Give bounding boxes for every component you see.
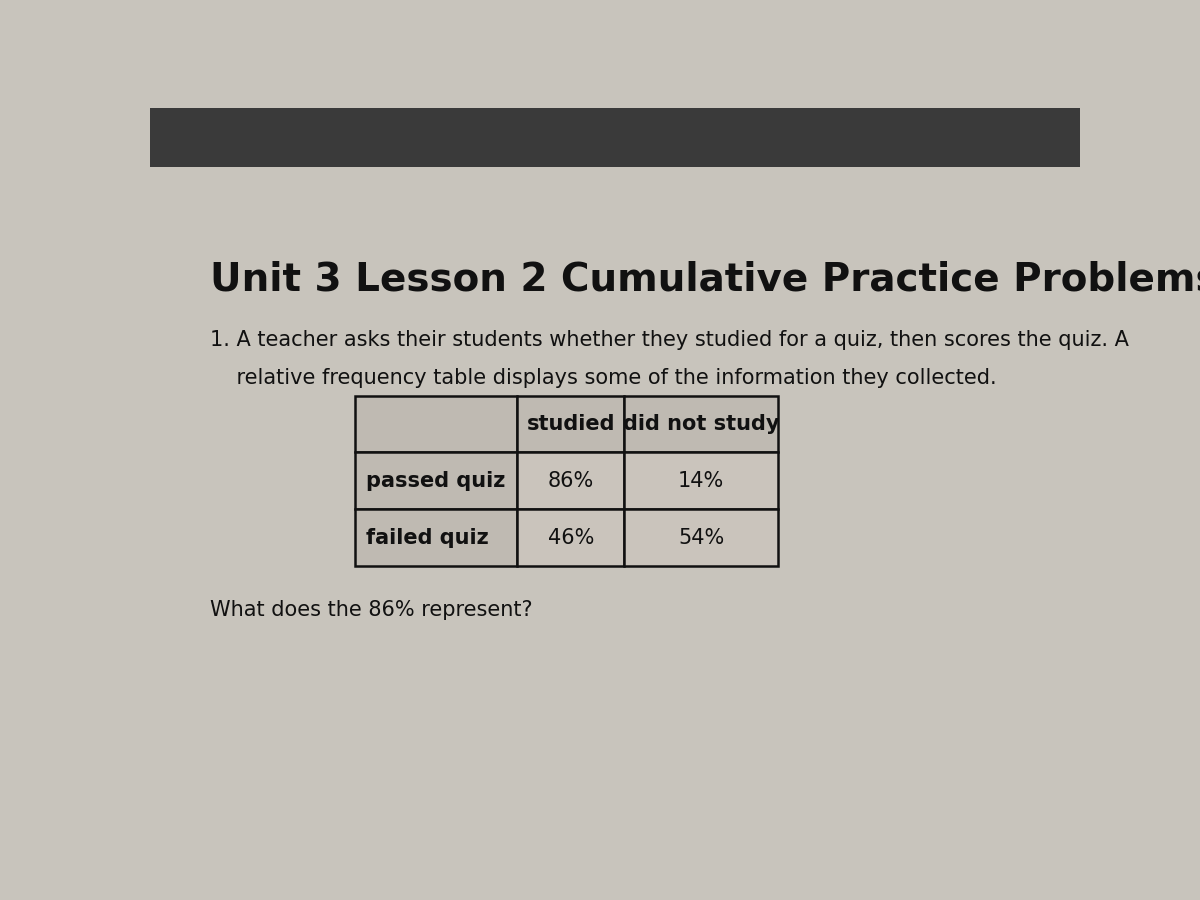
Text: 54%: 54% xyxy=(678,527,724,548)
Text: passed quiz: passed quiz xyxy=(366,471,505,491)
Bar xyxy=(355,396,517,453)
Text: What does the 86% represent?: What does the 86% represent? xyxy=(210,600,533,620)
Text: 46%: 46% xyxy=(547,527,594,548)
Bar xyxy=(624,453,778,509)
Bar xyxy=(517,453,624,509)
Text: 1. A teacher asks their students whether they studied for a quiz, then scores th: 1. A teacher asks their students whether… xyxy=(210,329,1129,350)
Bar xyxy=(355,453,517,509)
Bar xyxy=(150,108,1080,166)
Text: Unit 3 Lesson 2 Cumulative Practice Problems: Unit 3 Lesson 2 Cumulative Practice Prob… xyxy=(210,260,1200,299)
Text: relative frequency table displays some of the information they collected.: relative frequency table displays some o… xyxy=(210,368,997,388)
Bar xyxy=(624,509,778,566)
Text: studied: studied xyxy=(527,414,616,434)
Text: 14%: 14% xyxy=(678,471,724,491)
Bar xyxy=(517,509,624,566)
Bar xyxy=(624,396,778,453)
Bar xyxy=(355,509,517,566)
Text: failed quiz: failed quiz xyxy=(366,527,488,548)
Text: did not study: did not study xyxy=(623,414,779,434)
Text: 86%: 86% xyxy=(547,471,594,491)
Bar xyxy=(517,396,624,453)
